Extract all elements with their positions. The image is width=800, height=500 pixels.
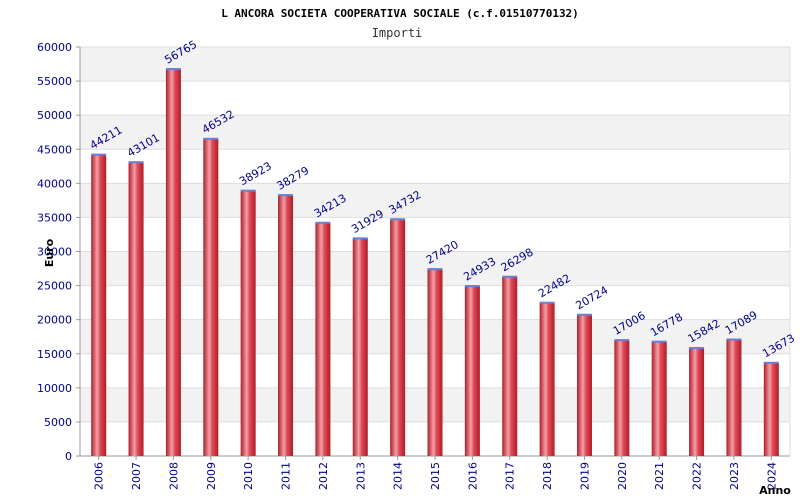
bar (464, 286, 480, 456)
x-tick-label: 2011 (280, 462, 293, 490)
x-tick-label: 2014 (392, 462, 405, 490)
bar (390, 219, 406, 456)
bar (726, 339, 742, 456)
x-tick-label: 2008 (167, 462, 180, 490)
y-tick-label: 20000 (37, 314, 72, 327)
bar-top-cap (165, 68, 181, 71)
y-tick-label: 25000 (37, 280, 72, 293)
x-tick-label: 2023 (728, 462, 741, 490)
x-tick-label: 2022 (691, 462, 704, 490)
bar (203, 138, 219, 456)
bar (576, 314, 592, 456)
bar-top-cap (576, 313, 592, 316)
bar (614, 340, 630, 456)
y-axis-label: Euro (43, 238, 56, 267)
bar-top-cap (464, 285, 480, 288)
x-tick-label: 2009 (205, 462, 218, 490)
bar-top-cap (427, 268, 443, 271)
bar (128, 162, 144, 456)
bar (502, 276, 518, 456)
y-tick-label: 50000 (37, 109, 72, 122)
bar-top-cap (91, 153, 107, 156)
x-tick-label: 2021 (653, 462, 666, 490)
x-tick-label: 2018 (541, 462, 554, 490)
y-tick-label: 15000 (37, 348, 72, 361)
x-axis-ticks: 2006 2007 2008 2009 2010 2011 2012 2013 2014 2015… (93, 456, 778, 490)
y-tick-label: 35000 (37, 211, 72, 224)
y-tick-label: 60000 (37, 41, 72, 54)
y-axis-ticks: 0 5000 10000 15000 20000 25000 30000 35000 40000… (37, 41, 72, 463)
bars-group (91, 68, 779, 457)
y-tick-label: 30000 (37, 246, 72, 259)
background-bands (80, 47, 790, 422)
x-tick-label: 2012 (317, 462, 330, 490)
x-tick-label: 2020 (616, 462, 629, 490)
x-axis-label: Anno (759, 484, 791, 497)
y-tick-label: 5000 (44, 416, 72, 429)
bar-top-cap (315, 221, 331, 224)
bar (427, 269, 443, 456)
bar-top-cap (502, 275, 518, 278)
grid-band (80, 115, 790, 150)
x-tick-label: 2015 (429, 462, 442, 490)
x-tick-label: 2007 (130, 462, 143, 490)
bar-top-cap (726, 338, 742, 341)
bar-top-cap (689, 347, 705, 350)
bar (91, 154, 107, 456)
bar-top-cap (128, 161, 144, 164)
y-tick-label: 55000 (37, 75, 72, 88)
bar-top-cap (352, 237, 368, 240)
x-tick-label: 2013 (354, 462, 367, 490)
bar-top-cap (614, 339, 630, 342)
y-tick-label: 45000 (37, 143, 72, 156)
bar (763, 362, 779, 456)
bar (539, 302, 555, 456)
x-tick-label: 2017 (504, 462, 517, 490)
bar-top-cap (203, 137, 219, 140)
bar (315, 222, 331, 456)
data-label: 20724 (573, 284, 610, 313)
bar-top-cap (539, 301, 555, 304)
x-tick-label: 2006 (93, 462, 106, 490)
bar (165, 69, 181, 457)
bar (689, 348, 705, 456)
y-tick-label: 10000 (37, 382, 72, 395)
x-tick-label: 2010 (242, 462, 255, 490)
x-tick-label: 2019 (578, 462, 591, 490)
grid-band (80, 47, 790, 82)
chart-title: L ANCORA SOCIETA COOPERATIVA SOCIALE (c.… (221, 7, 579, 20)
bar-top-cap (651, 340, 667, 343)
bar (278, 195, 294, 456)
chart-subtitle: Importi (372, 26, 423, 40)
bar-top-cap (240, 189, 256, 192)
bar-top-cap (390, 218, 406, 221)
bar-top-cap (278, 194, 294, 197)
bar (651, 341, 667, 456)
y-tick-label: 40000 (37, 177, 72, 190)
bar (352, 238, 368, 456)
y-tick-label: 0 (65, 450, 72, 463)
x-tick-label: 2024 (765, 462, 778, 490)
bar-top-cap (763, 361, 779, 364)
grid-band (80, 183, 790, 218)
x-tick-label: 2016 (466, 462, 479, 490)
bar (240, 190, 256, 457)
